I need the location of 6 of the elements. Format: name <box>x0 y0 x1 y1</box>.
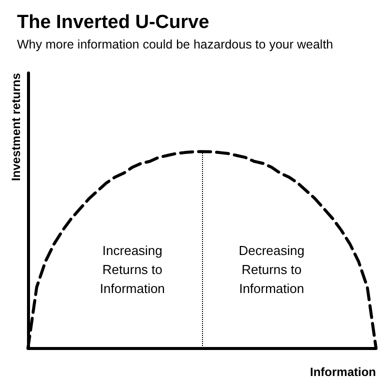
chart-title: The Inverted U-Curve <box>17 12 210 33</box>
annotation: Increasing Returns to Information <box>100 242 165 296</box>
chart-subtitle: Why more information could be hazardous to your wealth <box>17 38 334 52</box>
annotation: Decreasing Returns to Information <box>238 242 304 296</box>
y-axis-title: Investment returns <box>9 72 23 182</box>
x-axis-title: Information <box>310 365 376 379</box>
